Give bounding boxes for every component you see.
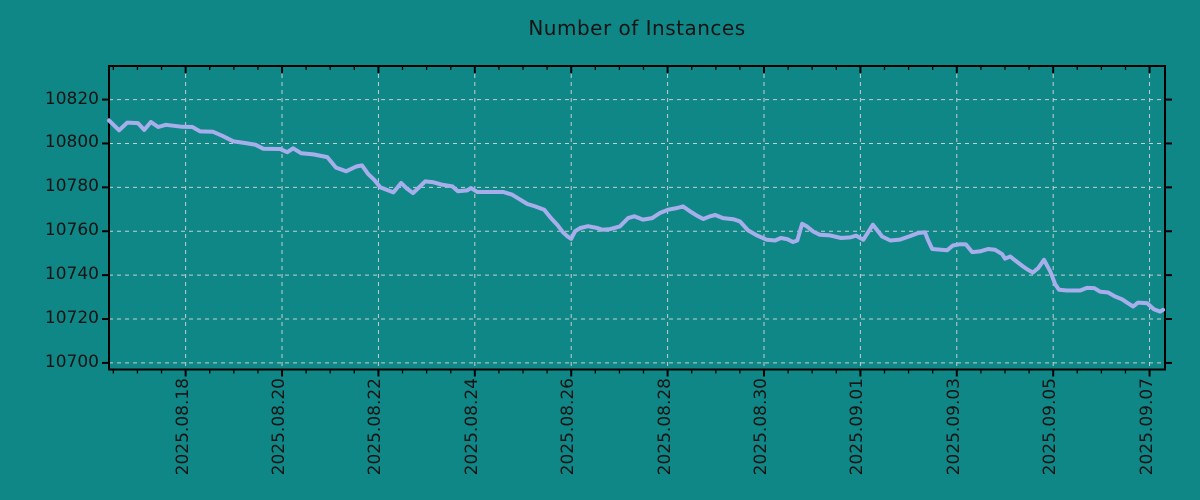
x-tick-label: 2025.08.20 bbox=[269, 378, 290, 476]
x-tick-label: 2025.08.22 bbox=[365, 378, 386, 476]
x-tick-label: 2025.09.01 bbox=[847, 378, 868, 476]
x-tick-label: 2025.08.26 bbox=[558, 378, 579, 476]
x-tick-label: 2025.08.30 bbox=[750, 378, 771, 476]
y-tick-label: 10820 bbox=[44, 88, 99, 109]
y-tick-label: 10760 bbox=[44, 220, 99, 241]
x-tick-label: 2025.08.24 bbox=[461, 378, 482, 476]
y-tick-label: 10780 bbox=[44, 176, 99, 197]
x-tick-label: 2025.08.28 bbox=[654, 378, 675, 476]
y-tick-label: 10740 bbox=[44, 264, 99, 285]
x-tick-label: 2025.09.05 bbox=[1040, 378, 1061, 476]
y-tick-label: 10700 bbox=[44, 351, 99, 372]
series-line-instances bbox=[107, 118, 1166, 314]
x-tick-label: 2025.09.03 bbox=[943, 378, 964, 476]
y-tick-label: 10720 bbox=[44, 308, 99, 329]
y-tick-label: 10800 bbox=[44, 132, 99, 153]
plot-frame bbox=[108, 65, 1166, 371]
chart-title: Number of Instances bbox=[528, 16, 746, 40]
x-tick-label: 2025.09.07 bbox=[1136, 378, 1157, 476]
x-tick-label: 2025.08.18 bbox=[172, 378, 193, 476]
